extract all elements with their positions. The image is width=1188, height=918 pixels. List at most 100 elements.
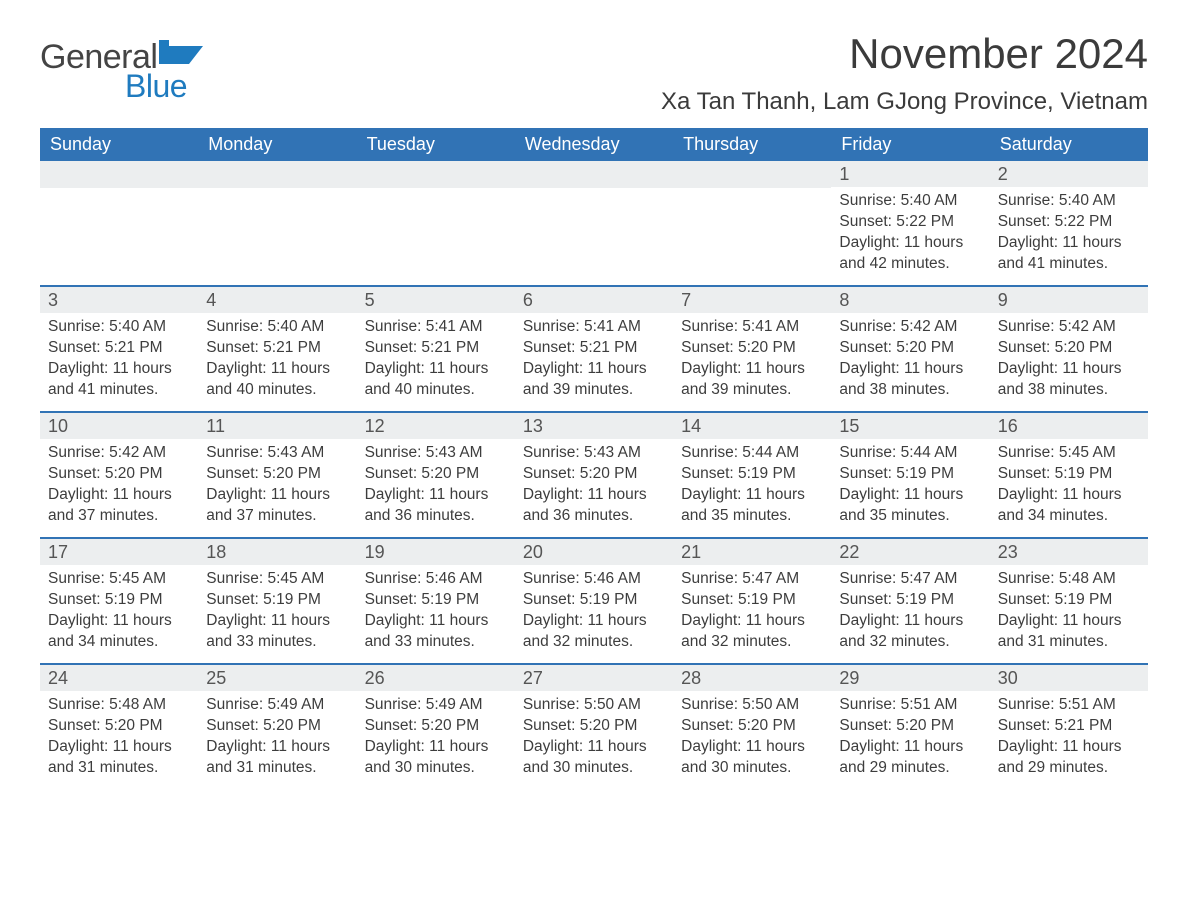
- flag-icon: [159, 40, 203, 68]
- day-cell: 11Sunrise: 5:43 AMSunset: 5:20 PMDayligh…: [198, 413, 356, 537]
- daylight-line: Daylight: 11 hours and 36 minutes.: [365, 485, 507, 527]
- day-number: 26: [357, 665, 515, 691]
- day-number: 1: [831, 161, 989, 187]
- sunset-line: Sunset: 5:19 PM: [998, 464, 1140, 485]
- day-cell: 9Sunrise: 5:42 AMSunset: 5:20 PMDaylight…: [990, 287, 1148, 411]
- daylight-line: Daylight: 11 hours and 40 minutes.: [365, 359, 507, 401]
- sunrise-line: Sunrise: 5:43 AM: [523, 443, 665, 464]
- daylight-line: Daylight: 11 hours and 30 minutes.: [365, 737, 507, 779]
- day-number: 22: [831, 539, 989, 565]
- day-number: 7: [673, 287, 831, 313]
- day-cell: 20Sunrise: 5:46 AMSunset: 5:19 PMDayligh…: [515, 539, 673, 663]
- day-cell: [515, 161, 673, 285]
- sunset-line: Sunset: 5:21 PM: [998, 716, 1140, 737]
- sunset-line: Sunset: 5:20 PM: [206, 716, 348, 737]
- weeks-container: 1Sunrise: 5:40 AMSunset: 5:22 PMDaylight…: [40, 161, 1148, 789]
- sunset-line: Sunset: 5:20 PM: [681, 338, 823, 359]
- location: Xa Tan Thanh, Lam GJong Province, Vietna…: [661, 88, 1148, 116]
- day-number: 6: [515, 287, 673, 313]
- sunset-line: Sunset: 5:19 PM: [839, 590, 981, 611]
- sunset-line: Sunset: 5:19 PM: [523, 590, 665, 611]
- dow-sunday: Sunday: [40, 128, 198, 161]
- daylight-line: Daylight: 11 hours and 32 minutes.: [681, 611, 823, 653]
- sunrise-line: Sunrise: 5:40 AM: [839, 191, 981, 212]
- calendar: Sunday Monday Tuesday Wednesday Thursday…: [40, 128, 1148, 789]
- day-body: Sunrise: 5:51 AMSunset: 5:21 PMDaylight:…: [990, 691, 1148, 787]
- sunrise-line: Sunrise: 5:47 AM: [839, 569, 981, 590]
- daylight-line: Daylight: 11 hours and 38 minutes.: [998, 359, 1140, 401]
- sunset-line: Sunset: 5:19 PM: [48, 590, 190, 611]
- day-number: [673, 161, 831, 188]
- day-cell: 15Sunrise: 5:44 AMSunset: 5:19 PMDayligh…: [831, 413, 989, 537]
- sunrise-line: Sunrise: 5:49 AM: [365, 695, 507, 716]
- day-cell: 26Sunrise: 5:49 AMSunset: 5:20 PMDayligh…: [357, 665, 515, 789]
- sunrise-line: Sunrise: 5:44 AM: [839, 443, 981, 464]
- sunset-line: Sunset: 5:20 PM: [365, 716, 507, 737]
- day-body: Sunrise: 5:50 AMSunset: 5:20 PMDaylight:…: [515, 691, 673, 787]
- daylight-line: Daylight: 11 hours and 39 minutes.: [523, 359, 665, 401]
- daylight-line: Daylight: 11 hours and 34 minutes.: [48, 611, 190, 653]
- dow-monday: Monday: [198, 128, 356, 161]
- day-body: Sunrise: 5:42 AMSunset: 5:20 PMDaylight:…: [831, 313, 989, 409]
- day-number: 30: [990, 665, 1148, 691]
- dow-saturday: Saturday: [990, 128, 1148, 161]
- daylight-line: Daylight: 11 hours and 30 minutes.: [681, 737, 823, 779]
- sunrise-line: Sunrise: 5:44 AM: [681, 443, 823, 464]
- day-cell: 28Sunrise: 5:50 AMSunset: 5:20 PMDayligh…: [673, 665, 831, 789]
- daylight-line: Daylight: 11 hours and 31 minutes.: [998, 611, 1140, 653]
- day-number: 13: [515, 413, 673, 439]
- daylight-line: Daylight: 11 hours and 37 minutes.: [48, 485, 190, 527]
- day-number: 4: [198, 287, 356, 313]
- day-body: Sunrise: 5:49 AMSunset: 5:20 PMDaylight:…: [357, 691, 515, 787]
- day-cell: 3Sunrise: 5:40 AMSunset: 5:21 PMDaylight…: [40, 287, 198, 411]
- day-cell: 16Sunrise: 5:45 AMSunset: 5:19 PMDayligh…: [990, 413, 1148, 537]
- day-number: 20: [515, 539, 673, 565]
- daylight-line: Daylight: 11 hours and 41 minutes.: [48, 359, 190, 401]
- sunrise-line: Sunrise: 5:50 AM: [523, 695, 665, 716]
- dow-friday: Friday: [831, 128, 989, 161]
- day-body: Sunrise: 5:40 AMSunset: 5:22 PMDaylight:…: [831, 187, 989, 283]
- day-body: Sunrise: 5:41 AMSunset: 5:21 PMDaylight:…: [357, 313, 515, 409]
- day-number: 9: [990, 287, 1148, 313]
- daylight-line: Daylight: 11 hours and 32 minutes.: [839, 611, 981, 653]
- day-number: 17: [40, 539, 198, 565]
- title-block: November 2024 Xa Tan Thanh, Lam GJong Pr…: [661, 30, 1148, 116]
- sunset-line: Sunset: 5:20 PM: [365, 464, 507, 485]
- sunrise-line: Sunrise: 5:49 AM: [206, 695, 348, 716]
- sunrise-line: Sunrise: 5:40 AM: [206, 317, 348, 338]
- day-cell: 1Sunrise: 5:40 AMSunset: 5:22 PMDaylight…: [831, 161, 989, 285]
- day-cell: 13Sunrise: 5:43 AMSunset: 5:20 PMDayligh…: [515, 413, 673, 537]
- daylight-line: Daylight: 11 hours and 38 minutes.: [839, 359, 981, 401]
- dow-tuesday: Tuesday: [357, 128, 515, 161]
- day-body: Sunrise: 5:44 AMSunset: 5:19 PMDaylight:…: [673, 439, 831, 535]
- sunset-line: Sunset: 5:20 PM: [523, 464, 665, 485]
- week-row: 10Sunrise: 5:42 AMSunset: 5:20 PMDayligh…: [40, 411, 1148, 537]
- day-cell: 7Sunrise: 5:41 AMSunset: 5:20 PMDaylight…: [673, 287, 831, 411]
- sunset-line: Sunset: 5:20 PM: [48, 716, 190, 737]
- sunrise-line: Sunrise: 5:40 AM: [48, 317, 190, 338]
- daylight-line: Daylight: 11 hours and 29 minutes.: [839, 737, 981, 779]
- day-cell: [40, 161, 198, 285]
- day-body: Sunrise: 5:48 AMSunset: 5:19 PMDaylight:…: [990, 565, 1148, 661]
- day-number: 29: [831, 665, 989, 691]
- sunrise-line: Sunrise: 5:45 AM: [48, 569, 190, 590]
- sunset-line: Sunset: 5:22 PM: [839, 212, 981, 233]
- day-cell: 2Sunrise: 5:40 AMSunset: 5:22 PMDaylight…: [990, 161, 1148, 285]
- day-body: Sunrise: 5:43 AMSunset: 5:20 PMDaylight:…: [515, 439, 673, 535]
- logo-word2: Blue: [125, 70, 203, 102]
- day-number: 16: [990, 413, 1148, 439]
- day-cell: 14Sunrise: 5:44 AMSunset: 5:19 PMDayligh…: [673, 413, 831, 537]
- day-number: 18: [198, 539, 356, 565]
- sunset-line: Sunset: 5:21 PM: [48, 338, 190, 359]
- sunrise-line: Sunrise: 5:48 AM: [48, 695, 190, 716]
- sunset-line: Sunset: 5:21 PM: [523, 338, 665, 359]
- day-body: Sunrise: 5:44 AMSunset: 5:19 PMDaylight:…: [831, 439, 989, 535]
- day-cell: 18Sunrise: 5:45 AMSunset: 5:19 PMDayligh…: [198, 539, 356, 663]
- daylight-line: Daylight: 11 hours and 33 minutes.: [365, 611, 507, 653]
- daylight-line: Daylight: 11 hours and 31 minutes.: [48, 737, 190, 779]
- daylight-line: Daylight: 11 hours and 42 minutes.: [839, 233, 981, 275]
- daylight-line: Daylight: 11 hours and 31 minutes.: [206, 737, 348, 779]
- day-cell: 19Sunrise: 5:46 AMSunset: 5:19 PMDayligh…: [357, 539, 515, 663]
- sunset-line: Sunset: 5:19 PM: [365, 590, 507, 611]
- day-number: [515, 161, 673, 188]
